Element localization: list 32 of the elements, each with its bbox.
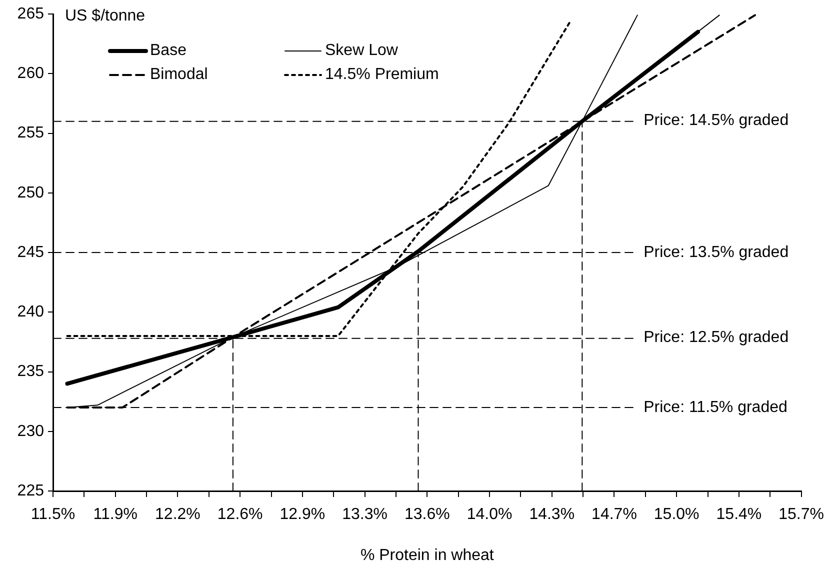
x-tick-label: 11.5% xyxy=(30,506,76,524)
y-tick-label: 230 xyxy=(17,422,44,440)
y-tick-label: 245 xyxy=(17,244,44,261)
annotation: Price: 14.5% graded xyxy=(644,112,789,130)
x-tick-label: 14.7% xyxy=(592,506,637,524)
y-tick-label: 240 xyxy=(17,304,44,321)
y-tick-label: 255 xyxy=(17,124,44,142)
y-tick-label: 265 xyxy=(17,5,44,22)
y-tick-label: 235 xyxy=(17,363,44,380)
y-tick-label: 260 xyxy=(17,65,44,82)
x-tick-label: 14.0% xyxy=(466,506,512,524)
x-axis-title: % Protein in wheat xyxy=(360,546,494,564)
x-tick-label: 15.7% xyxy=(778,506,824,524)
legend-label: Skew Low xyxy=(325,42,398,60)
legend-label: 14.5% Premium xyxy=(325,66,439,84)
x-tick-label: 12.9% xyxy=(280,506,326,524)
x-tick-label: 12.2% xyxy=(155,506,200,524)
x-tick-label: 15.0% xyxy=(654,506,700,524)
x-tick-label: 15.4% xyxy=(716,506,762,524)
x-tick-label: 14.3% xyxy=(529,506,575,524)
x-tick-label: 13.3% xyxy=(342,506,388,524)
y-axis-title: US $/tonne xyxy=(65,7,146,24)
x-tick-label: 12.6% xyxy=(217,506,263,524)
legend-label: Base xyxy=(150,42,186,60)
y-tick-label: 225 xyxy=(17,482,44,500)
legend-label: Bimodal xyxy=(150,66,208,84)
y-tick-label: 250 xyxy=(17,184,44,202)
x-tick-label: 11.9% xyxy=(93,506,138,524)
annotation: Price: 11.5% graded xyxy=(644,398,788,417)
annotation: Price: 13.5% graded xyxy=(644,244,789,262)
x-tick-label: 13.6% xyxy=(404,506,450,524)
annotation: Price: 12.5% graded xyxy=(644,329,789,348)
